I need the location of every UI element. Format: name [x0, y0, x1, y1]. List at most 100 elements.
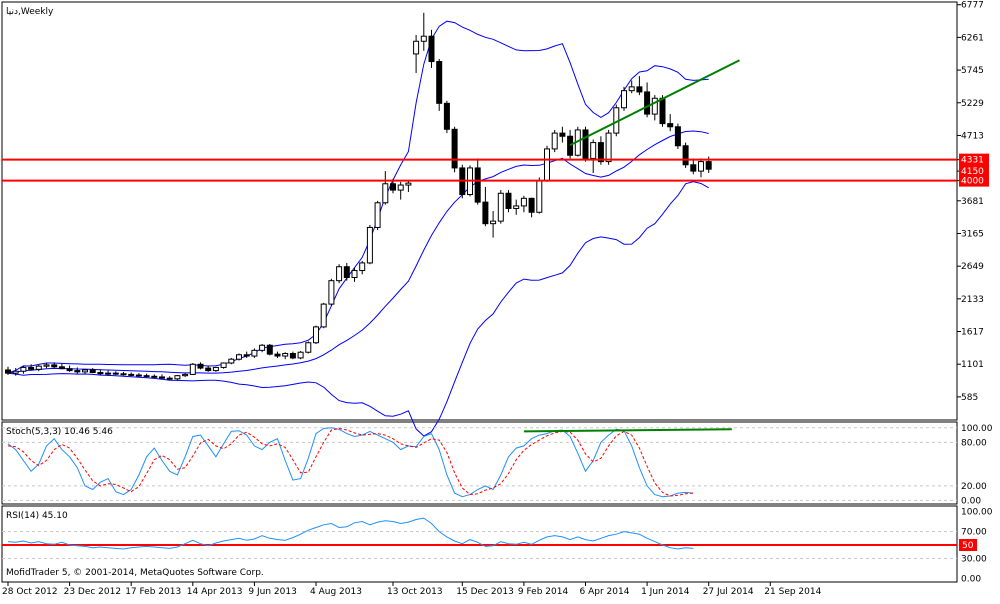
price-tick-label: 6777 — [961, 1, 984, 11]
candle-body — [228, 358, 235, 364]
candle-body — [51, 364, 58, 368]
price-tag — [959, 165, 989, 178]
candle-body — [582, 129, 589, 159]
candle-body — [451, 128, 458, 169]
candle-body — [336, 266, 343, 282]
candle-body — [274, 353, 281, 357]
candle-body — [297, 351, 304, 359]
candle-body — [212, 366, 219, 372]
candle-body — [266, 344, 273, 355]
candle-body — [397, 184, 404, 191]
rsi-axis-label: 70.00 — [961, 528, 987, 538]
bollinger-lower-line — [7, 181, 709, 437]
candle-body — [82, 369, 88, 373]
price-tick-label: 585 — [961, 393, 978, 403]
stoch-signal-line — [7, 427, 694, 497]
stoch-axis-label: 80.00 — [961, 438, 987, 448]
candle-body — [374, 202, 381, 228]
candle-body — [382, 183, 389, 204]
candle-body — [28, 366, 35, 370]
price-tick-label: 2133 — [961, 295, 984, 305]
candle-body — [551, 132, 558, 150]
time-tick-label: 15 Dec 2013 — [456, 587, 514, 597]
time-tick-label: 14 Apr 2013 — [187, 587, 243, 597]
candle-body — [58, 366, 65, 370]
candle-body — [698, 161, 704, 172]
candle-body — [205, 367, 212, 372]
candle-body — [343, 266, 350, 279]
candle-body — [328, 280, 335, 305]
trend-line — [569, 59, 740, 147]
rsi-axis-label: 0.00 — [961, 575, 981, 585]
rsi-axis-label: 50 — [962, 541, 974, 551]
candle-body — [243, 354, 250, 357]
stoch-axis-label: 0.00 — [961, 496, 981, 506]
candle-body — [705, 161, 712, 170]
stoch-axis-label: 20.00 — [961, 482, 987, 492]
candle-body — [413, 40, 420, 55]
candle-body — [405, 182, 412, 186]
time-tick-label: 13 Oct 2013 — [387, 587, 443, 597]
candle-body — [621, 90, 627, 109]
time-tick-label: 21 Sep 2014 — [764, 587, 821, 597]
candle-body — [590, 142, 597, 159]
candle-body — [105, 372, 112, 375]
candle-body — [482, 201, 489, 225]
candle-body — [89, 369, 96, 374]
price-tick-label: 3681 — [961, 197, 984, 207]
candle-body — [536, 180, 543, 213]
candle-body — [305, 342, 312, 353]
bollinger-upper-line — [7, 20, 709, 374]
candle-body — [320, 303, 327, 328]
rsi-panel — [1, 505, 958, 583]
candle-body — [474, 167, 481, 203]
price-tick-label: 1101 — [961, 360, 984, 370]
candle-body — [390, 183, 396, 191]
candle-body — [5, 369, 11, 374]
price-tag — [959, 174, 989, 187]
price-tag-label: 4000 — [961, 177, 984, 187]
candle-body — [567, 135, 574, 156]
candle-body — [97, 372, 104, 375]
time-tick-label: 6 Apr 2014 — [580, 587, 630, 597]
candle-body — [690, 164, 697, 172]
candle-body — [651, 97, 658, 115]
candle-body — [35, 365, 42, 370]
candle-body — [197, 363, 204, 369]
candle-body — [220, 362, 227, 368]
candle-body — [659, 97, 666, 125]
bollinger-middle-line — [7, 130, 709, 374]
candle-body — [597, 142, 604, 163]
candle-body — [236, 354, 242, 360]
time-tick-label: 1 Jun 2014 — [641, 587, 690, 597]
candle-body — [151, 375, 158, 378]
candle-body — [636, 86, 643, 93]
chart-title: دنيا,Weekly — [6, 7, 54, 17]
time-tick-label: 27 Jul 2014 — [703, 587, 754, 597]
candle-body — [251, 349, 258, 357]
candle-body — [135, 374, 142, 377]
candle-body — [366, 226, 373, 264]
candle-body — [520, 197, 527, 207]
rsi-axis-label: 100.00 — [961, 507, 993, 517]
time-tick-label: 28 Oct 2012 — [2, 587, 58, 597]
candle-body — [282, 353, 289, 357]
candle-body — [674, 126, 681, 147]
candle-body — [289, 353, 296, 359]
candle-body — [12, 370, 19, 374]
candle-body — [513, 205, 520, 209]
price-tick-label: 5229 — [961, 99, 984, 109]
time-tick-label: 17 Feb 2013 — [125, 587, 181, 597]
price-tick-label: 2649 — [961, 262, 984, 272]
candle-body — [120, 373, 127, 376]
candle-body — [682, 145, 689, 166]
candle-body — [182, 373, 189, 377]
rsi-level-tag — [959, 539, 977, 552]
candle-body — [359, 262, 366, 272]
candle-body — [128, 373, 135, 376]
stoch-label: Stoch(5,3,3) 10.46 5.46 — [6, 427, 113, 437]
candle-body — [605, 132, 612, 163]
time-tick-label: 9 Jun 2013 — [248, 587, 296, 597]
